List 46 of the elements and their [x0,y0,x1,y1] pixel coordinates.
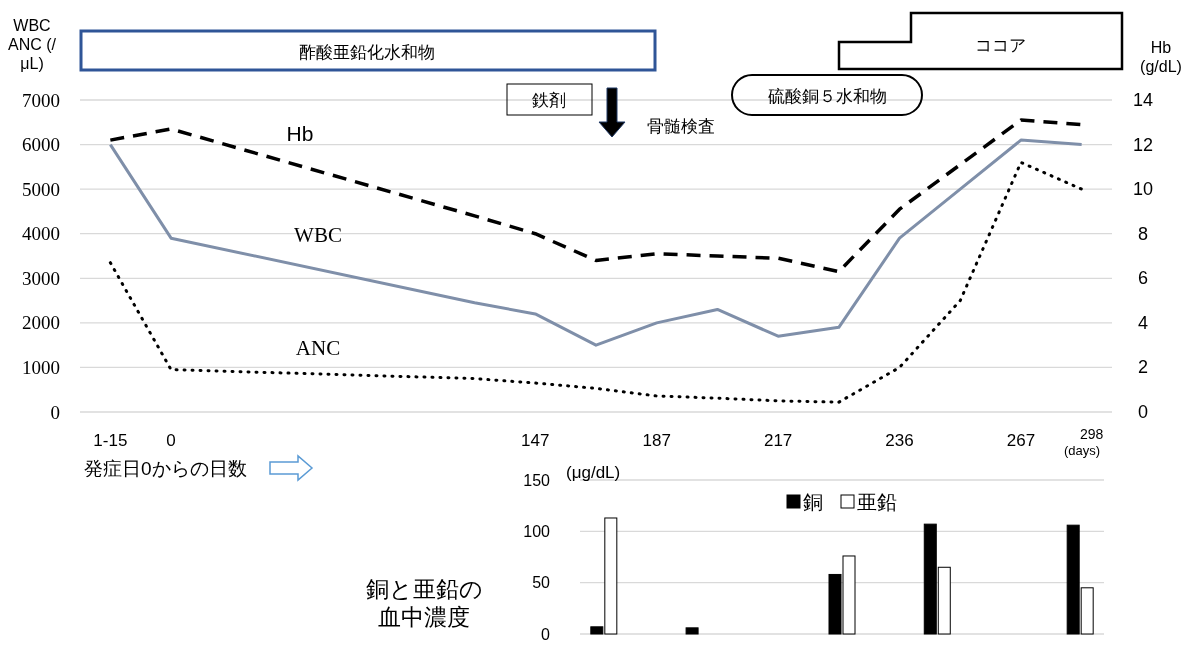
y2-tick-label: 8 [1137,223,1149,244]
x-tick-label: 267 [1006,430,1036,450]
annotation: 硫酸銅５水和物 [767,86,887,106]
y-axis-title: WBC ANC (/μL) [8,16,56,74]
y2-tick-label: 2 [1137,357,1149,378]
y2-tick-label: 12 [1132,134,1154,155]
y-tick-label: 2000 [22,312,60,334]
legend-label: 銅 [803,491,823,513]
annotation: 鉄剤 [532,90,566,110]
y-tick-label: 150 [523,471,551,489]
y-tick-label: 0 [50,401,60,423]
y2-tick-label: 14 [1132,90,1154,110]
legend-label: 亜鉛 [857,491,897,513]
x-tick-label: 236 [885,430,914,450]
y2-tick-label: 10 [1132,179,1154,200]
x-tick-label: 1-15 [93,430,128,450]
annotation: 骨髄検査 [647,116,715,136]
y-tick-label: 100 [523,522,551,540]
text: 発症日0からの日数 [84,457,247,479]
text: (days) [1063,442,1101,458]
text: 酢酸亜鉛化水和物 [299,42,435,62]
series-label: Hb [286,121,314,145]
x-tick-label: 147 [521,430,550,450]
y2-tick-label: 6 [1137,268,1149,289]
text: 銅と亜鉛の血中濃度 [364,576,484,632]
text: ココア [974,35,1026,55]
y2-tick-label: 0 [1137,402,1149,422]
bar [685,627,699,635]
y-tick-label: 50 [532,574,551,592]
y-tick-label: 7000 [22,89,60,111]
y-tick-label: 3000 [22,267,60,289]
y-tick-label: 0 [541,625,551,643]
y-tick-label: 1000 [22,356,60,378]
x-tick-label: 0 [166,430,176,450]
y-tick-label: 5000 [22,178,60,200]
series-label: WBC [294,223,342,247]
series-label: ANC [295,336,341,360]
y-tick-label: 6000 [22,134,60,156]
y2-tick-label: 4 [1137,312,1149,333]
x-tick-label: 187 [642,430,671,450]
x-tick-label: 298 [1079,426,1104,442]
y2-axis-title: Hb (g/dL) [1139,38,1183,77]
y-axis-title: (μg/dL) [566,462,621,482]
line-series [108,160,1084,404]
x-tick-label: 217 [763,430,793,450]
y-tick-label: 4000 [22,223,60,245]
